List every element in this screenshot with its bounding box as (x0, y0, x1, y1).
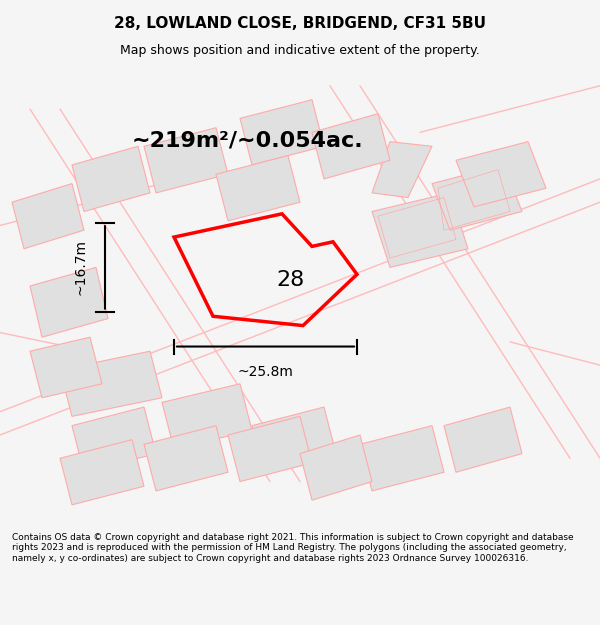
Polygon shape (444, 407, 522, 472)
Polygon shape (60, 351, 162, 416)
Polygon shape (312, 114, 390, 179)
Polygon shape (372, 193, 468, 268)
Polygon shape (30, 268, 108, 338)
Polygon shape (432, 165, 522, 230)
Polygon shape (12, 184, 84, 249)
Text: ~219m²/~0.054ac.: ~219m²/~0.054ac. (132, 130, 364, 150)
Polygon shape (252, 407, 336, 472)
Polygon shape (144, 426, 228, 491)
Polygon shape (228, 416, 312, 481)
Text: ~25.8m: ~25.8m (238, 365, 293, 379)
Polygon shape (162, 384, 252, 449)
Text: ~16.7m: ~16.7m (74, 239, 88, 296)
Text: 28, LOWLAND CLOSE, BRIDGEND, CF31 5BU: 28, LOWLAND CLOSE, BRIDGEND, CF31 5BU (114, 16, 486, 31)
Polygon shape (72, 146, 150, 211)
Polygon shape (72, 407, 156, 472)
Polygon shape (216, 156, 300, 221)
Text: Map shows position and indicative extent of the property.: Map shows position and indicative extent… (120, 44, 480, 57)
Polygon shape (360, 426, 444, 491)
Polygon shape (300, 435, 372, 500)
Text: 28: 28 (276, 270, 304, 290)
Text: Contains OS data © Crown copyright and database right 2021. This information is : Contains OS data © Crown copyright and d… (12, 533, 574, 562)
Polygon shape (240, 100, 324, 165)
Polygon shape (60, 439, 144, 505)
Polygon shape (30, 338, 102, 398)
Polygon shape (456, 142, 546, 207)
Polygon shape (372, 142, 432, 198)
Polygon shape (144, 127, 228, 193)
